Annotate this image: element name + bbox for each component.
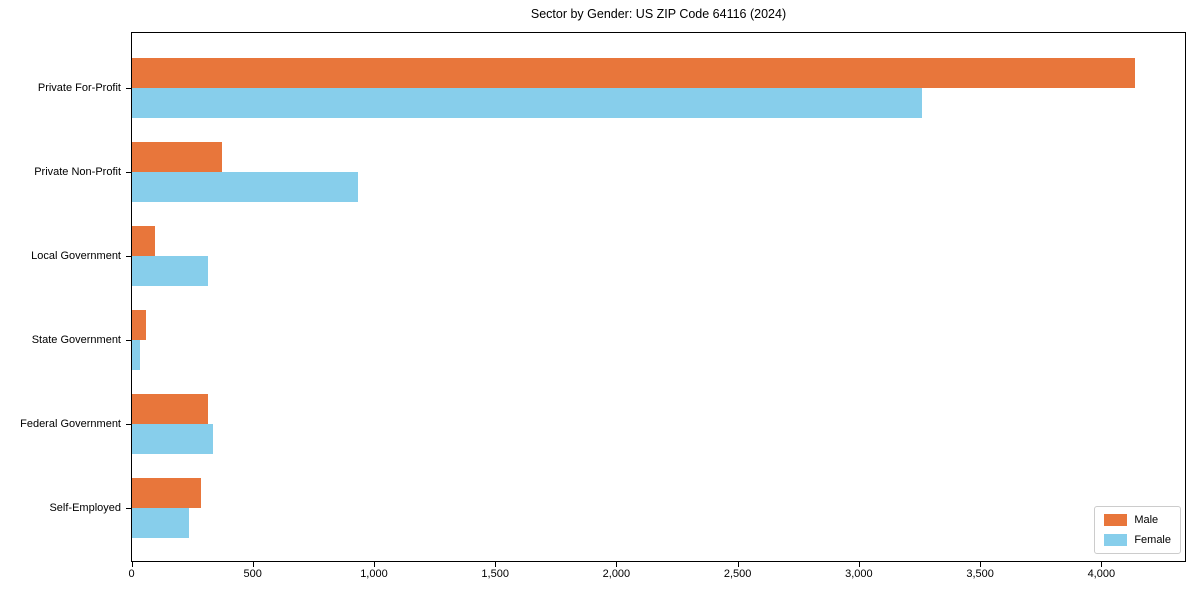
x-tick-label: 3,000 <box>845 568 873 580</box>
x-axis-tick <box>616 562 618 567</box>
x-tick-label: 1,500 <box>481 568 509 580</box>
x-tick-label: 3,500 <box>966 568 994 580</box>
y-tick-label: Self-Employed <box>49 502 121 514</box>
y-tick-label: Federal Government <box>20 418 121 430</box>
bar-female-0 <box>132 88 923 118</box>
y-axis-tick <box>126 424 131 425</box>
bar-female-4 <box>132 424 214 454</box>
x-axis-tick <box>858 562 860 567</box>
x-tick-label: 1,000 <box>360 568 388 580</box>
chart-title: Sector by Gender: US ZIP Code 64116 (202… <box>530 7 787 21</box>
bar-male-2 <box>132 226 156 256</box>
x-axis-tick <box>980 562 982 567</box>
legend-item-female: Female <box>1104 533 1171 547</box>
x-axis-tick <box>495 562 497 567</box>
x-axis-tick <box>373 562 375 567</box>
x-tick-label: 500 <box>243 568 262 580</box>
y-axis-tick <box>126 172 131 173</box>
bar-male-1 <box>132 142 222 172</box>
legend: Male Female <box>1094 506 1181 554</box>
bar-female-5 <box>132 508 190 538</box>
y-tick-label: State Government <box>31 334 121 346</box>
plot-area: Male Female <box>131 32 1186 562</box>
bar-female-3 <box>132 340 140 370</box>
legend-item-male: Male <box>1104 513 1171 527</box>
y-axis-tick <box>126 340 131 341</box>
y-tick-label: Private Non-Profit <box>34 166 121 178</box>
x-axis-tick <box>131 562 133 567</box>
y-axis-tick <box>126 508 131 509</box>
bar-male-0 <box>132 58 1135 88</box>
x-axis-tick <box>252 562 254 567</box>
bar-female-1 <box>132 172 358 202</box>
legend-swatch-male <box>1104 514 1128 526</box>
y-axis-tick <box>126 256 131 257</box>
legend-label-male: Male <box>1134 514 1159 526</box>
x-tick-label: 4,000 <box>1087 568 1116 580</box>
bar-male-4 <box>132 394 208 424</box>
legend-label-female: Female <box>1134 534 1171 546</box>
y-tick-label: Local Government <box>31 250 121 262</box>
x-axis-tick <box>1101 562 1103 567</box>
y-axis-tick <box>126 88 131 89</box>
bar-male-5 <box>132 478 201 508</box>
legend-swatch-female <box>1104 534 1128 546</box>
x-tick-label: 0 <box>128 568 135 580</box>
bar-female-2 <box>132 256 208 286</box>
y-tick-label: Private For-Profit <box>37 82 121 94</box>
x-axis-tick <box>737 562 739 567</box>
x-tick-label: 2,000 <box>602 568 631 580</box>
x-tick-label: 2,500 <box>723 568 752 580</box>
bar-male-3 <box>132 310 147 340</box>
